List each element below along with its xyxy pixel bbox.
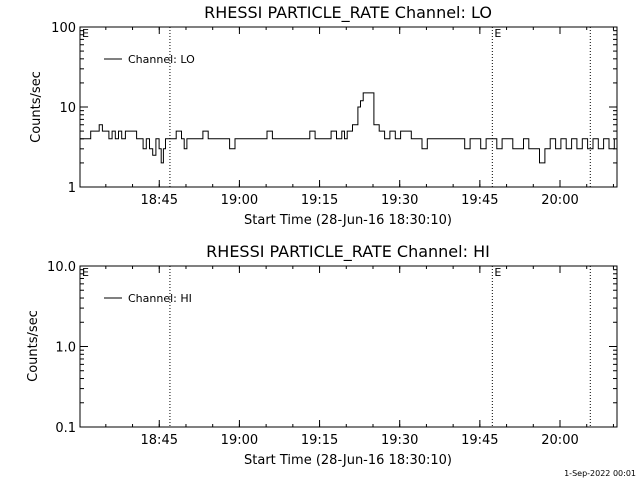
panel-lo-y-tick-label: 10 bbox=[59, 101, 76, 116]
panel-hi-x-tick-label: 18:45 bbox=[141, 433, 178, 448]
panel-hi-y-tick-label: 0.1 bbox=[55, 421, 76, 436]
panel-hi-left-edge-label: E bbox=[82, 266, 89, 279]
panel-lo-y-axis-label: Counts/sec bbox=[29, 71, 44, 143]
panel-hi-event-line-label: E bbox=[494, 266, 501, 279]
footer-date: 1-Sep-2022 00:01 bbox=[564, 469, 636, 478]
panel-lo-event-line-label: E bbox=[494, 27, 501, 40]
panel-lo-x-tick-label: 19:45 bbox=[461, 193, 498, 208]
panel-hi-y-axis-label: Counts/sec bbox=[26, 310, 41, 382]
panel-lo-event-lines: E bbox=[169, 27, 591, 187]
panel-lo-y-tick-label: 1 bbox=[68, 181, 76, 196]
panel-hi-legend: Channel: HI bbox=[104, 292, 192, 305]
panel-hi-title: RHESSI PARTICLE_RATE Channel: HI bbox=[206, 242, 490, 262]
panel-lo-ticks: 18:45 19:00 19:15 19:30 19:45 20:00 1 10 100 bbox=[51, 21, 617, 208]
panel-lo-x-tick-label: 19:15 bbox=[301, 193, 338, 208]
panel-hi-x-tick-label: 19:00 bbox=[221, 433, 258, 448]
panel-hi: RHESSI PARTICLE_RATE Channel: HI Counts/… bbox=[26, 242, 618, 468]
panel-lo-series-line bbox=[80, 92, 615, 164]
panel-lo-series bbox=[80, 92, 615, 164]
panel-hi-legend-label: Channel: HI bbox=[128, 292, 192, 305]
panel-lo-x-tick-label: 20:00 bbox=[541, 193, 578, 208]
panel-hi-y-tick-label: 1.0 bbox=[55, 341, 76, 356]
panel-hi-x-tick-label: 19:15 bbox=[301, 433, 338, 448]
panel-hi-ticks: 18:45 19:00 19:15 19:30 19:45 20:00 0.1 1.0 10.0 bbox=[47, 260, 617, 448]
panel-lo-x-tick-label: 19:30 bbox=[381, 193, 418, 208]
panel-lo-x-tick-label: 19:00 bbox=[221, 193, 258, 208]
panel-lo-left-edge-label: E bbox=[82, 27, 89, 40]
panel-hi-x-tick-label: 19:45 bbox=[461, 433, 498, 448]
panel-lo-x-tick-label: 18:45 bbox=[141, 193, 178, 208]
panel-lo-y-tick-label: 100 bbox=[51, 21, 76, 36]
panel-hi-x-axis-label: Start Time (28-Jun-16 18:30:10) bbox=[244, 453, 452, 468]
panel-hi-x-tick-label: 19:30 bbox=[381, 433, 418, 448]
panel-lo-legend-label: Channel: LO bbox=[128, 53, 195, 66]
panel-hi-y-tick-label: 10.0 bbox=[47, 260, 76, 275]
panel-hi-event-lines: E bbox=[169, 266, 591, 427]
panel-lo-x-axis-label: Start Time (28-Jun-16 18:30:10) bbox=[244, 213, 452, 228]
panel-lo: RHESSI PARTICLE_RATE Channel: LO Counts/… bbox=[29, 3, 618, 228]
panel-lo-title: RHESSI PARTICLE_RATE Channel: LO bbox=[204, 3, 492, 23]
panel-hi-x-tick-label: 20:00 bbox=[541, 433, 578, 448]
panel-lo-legend: Channel: LO bbox=[104, 53, 195, 66]
